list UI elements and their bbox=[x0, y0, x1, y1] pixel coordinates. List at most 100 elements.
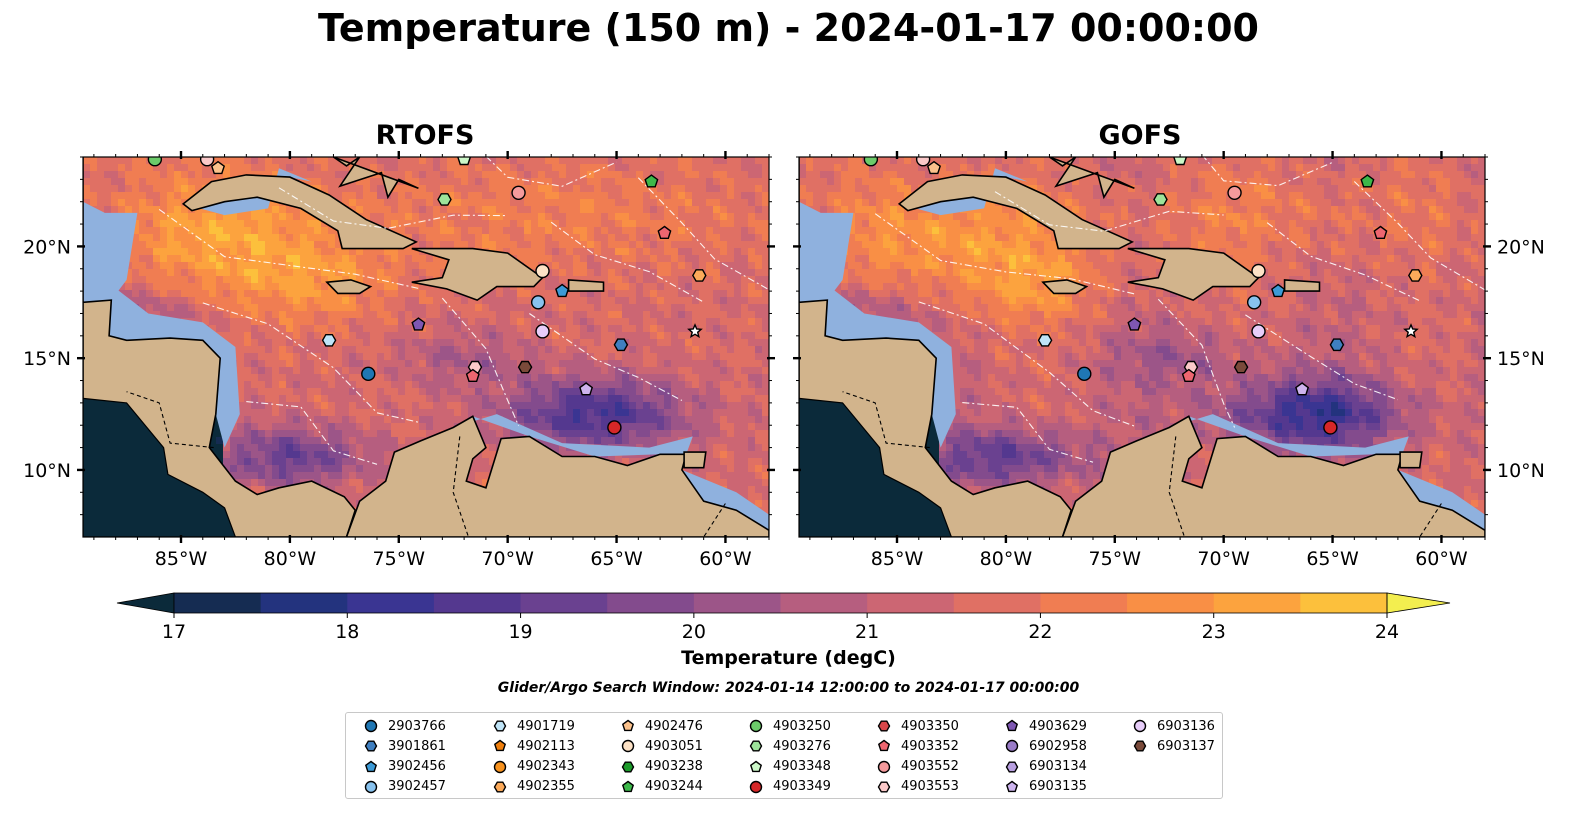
legend-item-4903244: 4903244 bbox=[621, 777, 703, 797]
colorbar-segment-5 bbox=[607, 593, 695, 613]
land-southAmerica bbox=[1061, 415, 1485, 537]
float-marker-4 bbox=[1251, 263, 1266, 279]
float-marker-4 bbox=[535, 263, 550, 279]
pentagon-marker-icon bbox=[877, 739, 891, 752]
float-marker-9 bbox=[517, 360, 533, 374]
legend-item-6902958: 6902958 bbox=[1005, 736, 1087, 756]
panel-title-gofs: GOFS bbox=[1098, 120, 1182, 151]
legend-label: 6903136 bbox=[1157, 718, 1215, 734]
legend-label: 6903134 bbox=[1029, 759, 1087, 775]
colorbar-frame bbox=[173, 592, 1388, 614]
legend-label: 4903244 bbox=[645, 779, 703, 795]
float-marker-2 bbox=[530, 295, 546, 310]
hexagon-marker-icon bbox=[621, 761, 635, 773]
lon-tick-label: 65°W bbox=[590, 548, 643, 570]
colorbar-extend-low bbox=[116, 592, 175, 614]
circle-marker-icon bbox=[621, 740, 635, 753]
colorbar-tick-label: 17 bbox=[162, 621, 186, 643]
pentagon-marker-icon bbox=[621, 719, 635, 732]
circle-marker-icon bbox=[749, 719, 763, 733]
lon-tick-label: 75°W bbox=[373, 548, 426, 570]
float-marker-10 bbox=[1251, 324, 1266, 339]
legend-item-4903350: 4903350 bbox=[877, 716, 959, 736]
land-hispaniola bbox=[411, 247, 544, 301]
colorbar-segment-1 bbox=[260, 593, 348, 613]
float-legend: 2903766 3901861 3902456 3902457 4901719 49021… bbox=[345, 712, 1223, 799]
colorbar-segment-9 bbox=[953, 593, 1041, 613]
circle-marker-icon bbox=[493, 760, 507, 773]
colorbar-segment-3 bbox=[433, 593, 522, 613]
legend-item-6903136: 6903136 bbox=[1133, 716, 1215, 736]
map-area: 85°W 80°W 75°W 70°W 65°W 60°W 20°N 15°N 10°N bbox=[23, 151, 775, 570]
legend-label: 4903552 bbox=[901, 759, 959, 775]
land-southAmerica bbox=[345, 415, 769, 537]
colorbar-tick-label: 19 bbox=[508, 621, 532, 643]
pentagon-marker-icon bbox=[1005, 719, 1019, 732]
circle-marker-icon bbox=[364, 780, 378, 794]
float-marker-5 bbox=[613, 338, 629, 352]
colorbar: 17 18 19 20 21 22 23 24 bbox=[116, 592, 1451, 643]
legend-item-2903766: 2903766 bbox=[364, 716, 446, 736]
map-rtofs[interactable]: 85°W 80°W 75°W 70°W 65°W 60°W 20°N 15°N 10°N bbox=[0, 140, 790, 585]
map-gofs[interactable]: 85°W 80°W 75°W 70°W 65°W 60°W 20°N 15°N 10°N bbox=[715, 140, 1577, 585]
land-trinidad bbox=[683, 451, 707, 469]
float-marker-2 bbox=[1246, 295, 1262, 310]
lon-tick-label: 75°W bbox=[1089, 548, 1142, 570]
legend-label: 4903352 bbox=[901, 738, 959, 754]
float-marker-14 bbox=[644, 174, 659, 188]
float-marker-19 bbox=[147, 157, 163, 167]
land-jamaica bbox=[1041, 279, 1089, 295]
float-marker-18 bbox=[687, 323, 703, 339]
hexagon-marker-icon bbox=[493, 781, 507, 793]
legend-item-3902457: 3902457 bbox=[364, 777, 446, 797]
lat-tick-label: 20°N bbox=[23, 236, 71, 258]
float-marker-8 bbox=[1181, 368, 1196, 383]
lon-tick-label: 65°W bbox=[1306, 548, 1359, 570]
pentagon-marker-icon bbox=[1005, 780, 1019, 792]
lon-tick-label: 60°W bbox=[699, 548, 752, 570]
lon-tick-label: 70°W bbox=[481, 548, 534, 570]
main-title: Temperature (150 m) - 2024-01-17 00:00:0… bbox=[317, 6, 1259, 50]
lat-tick-label: 10°N bbox=[1497, 460, 1545, 482]
map-content bbox=[83, 157, 769, 537]
colorbar-extend-high bbox=[1386, 592, 1451, 614]
legend-label: 4902343 bbox=[517, 759, 575, 775]
float-marker-21 bbox=[210, 160, 226, 175]
float-marker-22 bbox=[1173, 157, 1188, 166]
land-puertoRico bbox=[567, 279, 605, 292]
legend-item-4902476: 4902476 bbox=[621, 716, 703, 736]
colorbar-segment-4 bbox=[520, 593, 608, 613]
float-marker-3 bbox=[555, 283, 570, 298]
hexagon-marker-icon bbox=[1133, 740, 1147, 752]
land-puertoRico bbox=[1283, 279, 1321, 292]
float-marker-22 bbox=[457, 157, 472, 166]
float-marker-8 bbox=[465, 368, 480, 383]
legend-item-4903352: 4903352 bbox=[877, 736, 959, 756]
eez-boundaries bbox=[158, 157, 769, 465]
land-bahamas bbox=[1048, 157, 1135, 200]
country-borders bbox=[842, 391, 1442, 537]
map-frame bbox=[798, 156, 1486, 538]
land-cuba bbox=[181, 174, 419, 250]
lat-tick-label: 15°N bbox=[23, 348, 71, 370]
float-marker-6 bbox=[411, 317, 426, 331]
legend-item-4901719: 4901719 bbox=[493, 716, 575, 736]
float-marker-13 bbox=[437, 193, 452, 206]
colorbar-segment-7 bbox=[780, 593, 868, 613]
legend-item-4903276: 4903276 bbox=[749, 736, 831, 756]
legend-item-4903553: 4903553 bbox=[877, 777, 959, 797]
colorbar-segment-13 bbox=[1300, 593, 1388, 613]
float-marker-1 bbox=[321, 333, 337, 347]
pacific-ocean bbox=[799, 397, 953, 537]
hexagon-marker-icon bbox=[877, 720, 891, 732]
legend-label: 6903135 bbox=[1029, 779, 1087, 795]
legend-label: 3902456 bbox=[388, 759, 446, 775]
legend-item-4903238: 4903238 bbox=[621, 757, 703, 777]
hexagon-marker-icon bbox=[749, 740, 763, 752]
legend-label: 3901861 bbox=[388, 738, 446, 754]
float-marker-18 bbox=[1403, 323, 1419, 339]
hexagon-marker-icon bbox=[364, 740, 378, 752]
land-cuba bbox=[897, 174, 1135, 250]
float-marker-21 bbox=[926, 160, 942, 175]
float-marker-0 bbox=[1077, 366, 1092, 382]
